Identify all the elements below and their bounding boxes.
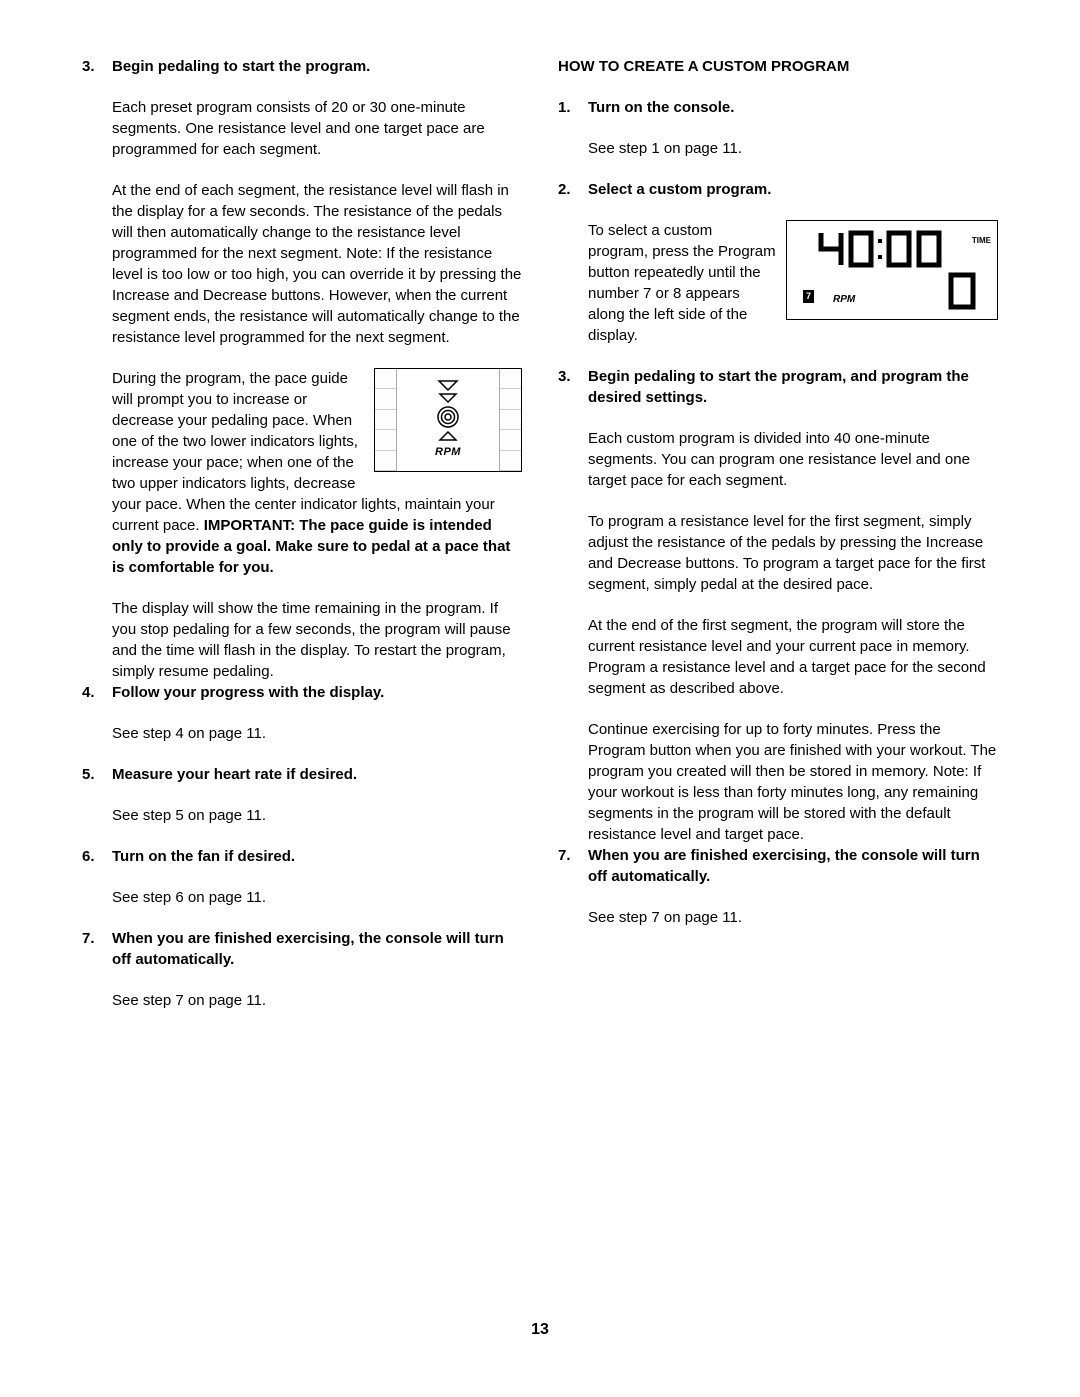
rpm-guide-label: RPM	[435, 445, 461, 460]
lcd-rpm-label: RPM	[833, 293, 855, 307]
target-center-icon	[436, 405, 460, 429]
step-3-right-body: Each custom program is divided into 40 o…	[588, 428, 998, 845]
triangle-down-icon	[437, 393, 459, 403]
step-title: When you are finished exercising, the co…	[588, 845, 998, 887]
step-6-body: See step 6 on page 11.	[112, 887, 522, 908]
step-5-body: See step 5 on page 11.	[112, 805, 522, 826]
lcd-zero-digit-icon	[945, 271, 979, 311]
step-number: 7.	[82, 928, 104, 970]
step-title: Turn on the console.	[588, 97, 998, 118]
lcd-time-label: TIME	[972, 235, 991, 246]
step-4: 4. Follow your progress with the display…	[82, 682, 522, 703]
right-column: HOW TO CREATE A CUSTOM PROGRAM 1. Turn o…	[558, 56, 998, 1011]
step-7-right-body: See step 7 on page 11.	[588, 907, 998, 928]
step-4-body: See step 4 on page 11.	[112, 723, 522, 744]
chevron-down-icon	[437, 379, 459, 391]
paragraph: Continue exercising for up to forty minu…	[588, 719, 998, 845]
step-3-right: 3. Begin pedaling to start the program, …	[558, 366, 998, 408]
section-heading: HOW TO CREATE A CUSTOM PROGRAM	[558, 56, 998, 77]
step-5: 5. Measure your heart rate if desired.	[82, 764, 522, 785]
paragraph: At the end of each segment, the resistan…	[112, 180, 522, 348]
paragraph: At the end of the first segment, the pro…	[588, 615, 998, 699]
step-3-body: Each preset program consists of 20 or 30…	[112, 97, 522, 682]
step-title: Turn on the fan if desired.	[112, 846, 522, 867]
step-title: Begin pedaling to start the program, and…	[588, 366, 998, 408]
left-column: 3. Begin pedaling to start the program. …	[82, 56, 522, 1011]
step-7-left-body: See step 7 on page 11.	[112, 990, 522, 1011]
lcd-program-number: 7	[803, 290, 814, 303]
step-number: 7.	[558, 845, 580, 887]
step-2-body: TIME 7 RPM To select a custom program, p…	[588, 220, 998, 346]
lcd-display-figure: TIME 7 RPM	[786, 220, 998, 320]
rpm-pace-guide-figure: RPM	[374, 368, 522, 472]
step-3: 3. Begin pedaling to start the program.	[82, 56, 522, 77]
step-number: 5.	[82, 764, 104, 785]
step-2-text: To select a custom program, press the Pr…	[588, 222, 776, 344]
triangle-up-icon	[437, 431, 459, 441]
rpm-guide-center: RPM	[397, 369, 499, 471]
step-number: 4.	[82, 682, 104, 703]
step-number: 3.	[558, 366, 580, 408]
step-number: 1.	[558, 97, 580, 118]
paragraph-text: During the program, the pace guide will …	[112, 370, 358, 492]
step-number: 2.	[558, 179, 580, 200]
paragraph: To program a resistance level for the fi…	[588, 511, 998, 595]
page-number: 13	[0, 1319, 1080, 1341]
step-number: 6.	[82, 846, 104, 867]
step-1: 1. Turn on the console.	[558, 97, 998, 118]
step-title: Follow your progress with the display.	[112, 682, 522, 703]
lcd-time-digits-icon	[815, 229, 965, 269]
step-7-right: 7. When you are finished exercising, the…	[558, 845, 998, 887]
step-6: 6. Turn on the fan if desired.	[82, 846, 522, 867]
step-title: When you are finished exercising, the co…	[112, 928, 522, 970]
paragraph-with-figure: RPM During the program, the pace guide w…	[112, 368, 522, 578]
two-column-layout: 3. Begin pedaling to start the program. …	[82, 56, 998, 1011]
step-title: Measure your heart rate if desired.	[112, 764, 522, 785]
step-number: 3.	[82, 56, 104, 77]
step-title: Select a custom program.	[588, 179, 998, 200]
rpm-guide-left-bars	[375, 369, 397, 471]
paragraph: The display will show the time remaining…	[112, 598, 522, 682]
step-2: 2. Select a custom program.	[558, 179, 998, 200]
step-title: Begin pedaling to start the program.	[112, 56, 522, 77]
paragraph: Each custom program is divided into 40 o…	[588, 428, 998, 491]
step-7-left: 7. When you are finished exercising, the…	[82, 928, 522, 970]
step-1-body: See step 1 on page 11.	[588, 138, 998, 159]
paragraph: Each preset program consists of 20 or 30…	[112, 97, 522, 160]
rpm-guide-right-bars	[499, 369, 521, 471]
